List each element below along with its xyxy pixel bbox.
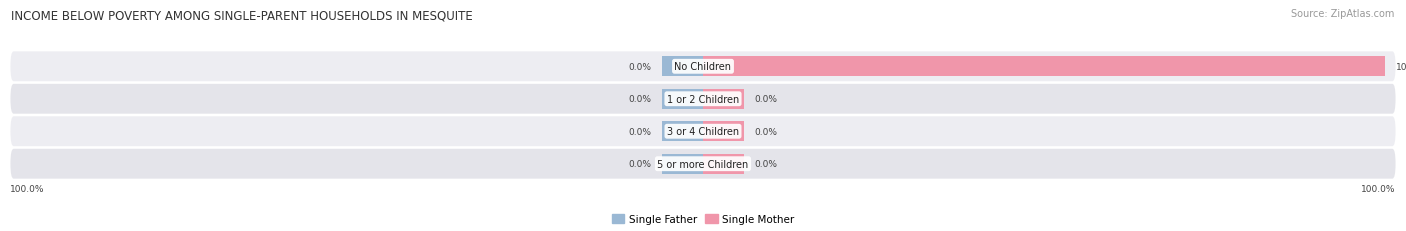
FancyBboxPatch shape	[10, 149, 1396, 179]
Text: 1 or 2 Children: 1 or 2 Children	[666, 94, 740, 104]
Text: 3 or 4 Children: 3 or 4 Children	[666, 127, 740, 137]
Text: 0.0%: 0.0%	[628, 127, 652, 136]
Legend: Single Father, Single Mother: Single Father, Single Mother	[612, 214, 794, 224]
Bar	[662, 89, 703, 109]
Text: 0.0%: 0.0%	[754, 95, 778, 104]
Text: No Children: No Children	[675, 62, 731, 72]
Text: 0.0%: 0.0%	[754, 127, 778, 136]
Bar	[662, 122, 703, 142]
Text: 0.0%: 0.0%	[628, 160, 652, 168]
Text: 5 or more Children: 5 or more Children	[658, 159, 748, 169]
Bar	[662, 57, 703, 77]
Bar	[703, 122, 744, 142]
Text: 0.0%: 0.0%	[628, 95, 652, 104]
FancyBboxPatch shape	[10, 85, 1396, 114]
Text: 100.0%: 100.0%	[10, 184, 45, 193]
Bar	[703, 57, 1385, 77]
Text: INCOME BELOW POVERTY AMONG SINGLE-PARENT HOUSEHOLDS IN MESQUITE: INCOME BELOW POVERTY AMONG SINGLE-PARENT…	[11, 9, 472, 22]
Text: 100.0%: 100.0%	[1361, 184, 1396, 193]
Bar	[662, 154, 703, 174]
Text: 100.0%: 100.0%	[1396, 63, 1406, 71]
Bar	[703, 89, 744, 109]
FancyBboxPatch shape	[10, 117, 1396, 146]
Text: 0.0%: 0.0%	[754, 160, 778, 168]
FancyBboxPatch shape	[10, 52, 1396, 82]
Bar	[703, 154, 744, 174]
Text: 0.0%: 0.0%	[628, 63, 652, 71]
Text: Source: ZipAtlas.com: Source: ZipAtlas.com	[1291, 9, 1395, 19]
